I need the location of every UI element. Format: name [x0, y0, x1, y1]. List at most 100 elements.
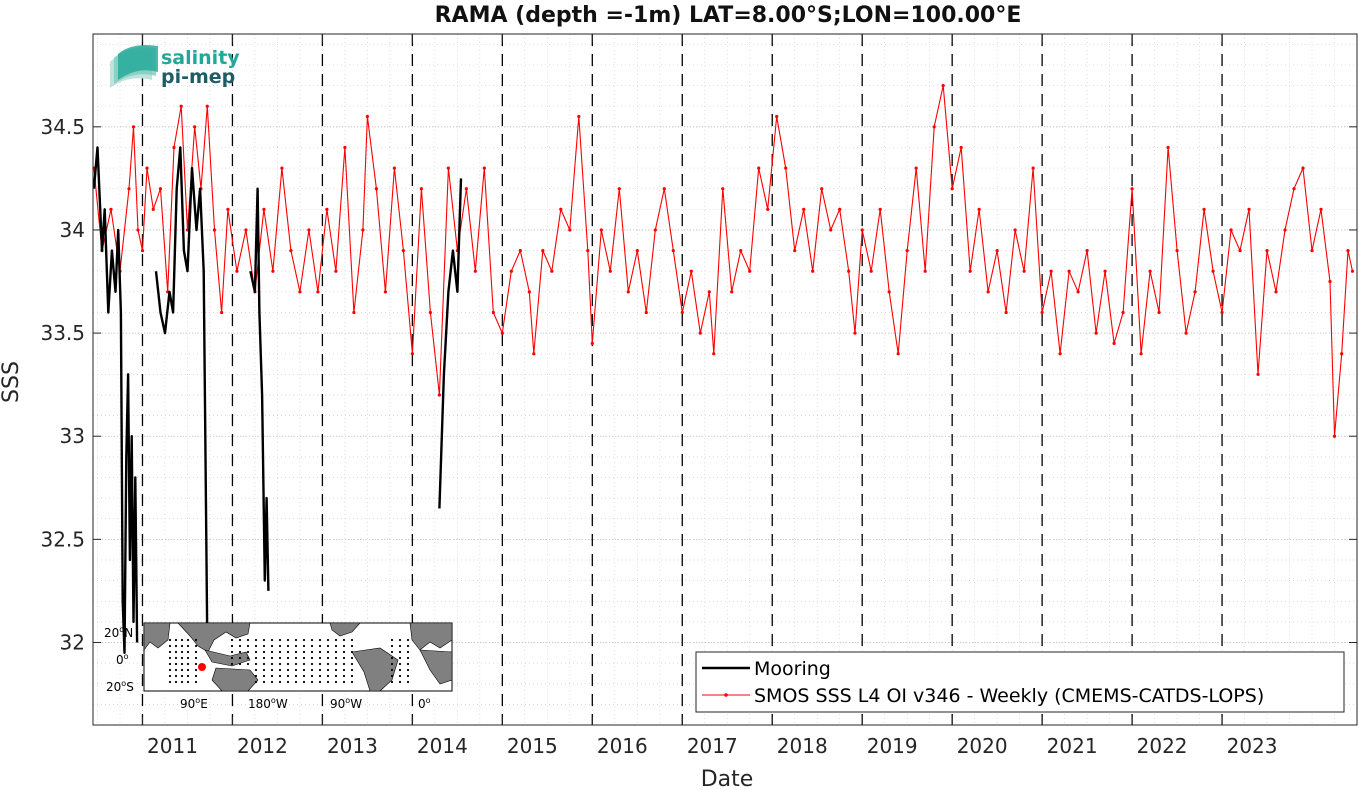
x-tick-label: 2022	[1137, 734, 1188, 758]
mooring-array-dot	[194, 680, 198, 684]
mooring-array-dot	[278, 638, 282, 642]
smos-data-point	[1103, 269, 1107, 273]
smos-data-point	[140, 248, 145, 253]
mooring-array-dot	[398, 638, 402, 642]
smos-data-point	[131, 125, 136, 129]
mooring-array-dot	[168, 668, 172, 672]
smos-data-point	[968, 269, 972, 273]
mooring-array-dot	[262, 650, 266, 654]
mooring-array-dot	[238, 662, 242, 666]
land-north-america	[329, 622, 361, 637]
mooring-array-dot	[398, 668, 402, 672]
mooring-array-dot	[318, 674, 322, 678]
mooring-array-dot	[168, 680, 172, 684]
y-tick-label: 33.5	[40, 321, 85, 345]
mooring-array-dot	[310, 662, 314, 666]
legend-marker-smos	[724, 693, 728, 697]
mooring-array-dot	[278, 674, 282, 678]
smos-data-point	[838, 207, 842, 211]
mooring-array-dot	[342, 644, 346, 648]
lat-label-20n: 20oN	[104, 625, 133, 640]
mooring-array-dot	[262, 674, 266, 678]
mooring-array-dot	[194, 674, 198, 678]
mooring-array-dot	[390, 656, 394, 660]
land-africa-south	[419, 649, 453, 685]
smos-data-point	[730, 290, 734, 294]
smos-data-point	[1346, 248, 1350, 253]
mooring-array-dot	[270, 662, 274, 666]
mooring-array-dot	[350, 680, 354, 684]
mooring-array-dot	[406, 668, 410, 672]
smos-series-line	[93, 85, 1354, 437]
mooring-array-dot	[254, 668, 258, 672]
mooring-array-dot	[390, 680, 394, 684]
smos-data-point	[172, 145, 176, 150]
mooring-array-dot	[334, 668, 338, 672]
legend: Mooring SMOS SSS L4 OI v346 - Weekly (CM…	[695, 651, 1345, 713]
smos-data-point	[941, 83, 945, 88]
mooring-array-dot	[398, 680, 402, 684]
smos-data-point	[262, 207, 266, 211]
smos-data-point	[193, 125, 197, 129]
smos-data-point	[698, 331, 702, 335]
mooring-array-dot	[406, 656, 410, 660]
mooring-array-dot	[174, 674, 178, 678]
smos-data-point	[1076, 290, 1080, 294]
smos-data-point	[109, 207, 113, 211]
mooring-array-dot	[390, 644, 394, 648]
mooring-array-dot	[254, 650, 258, 654]
series-layer	[92, 83, 1355, 654]
mooring-array-dot	[350, 638, 354, 642]
smos-data-point	[158, 187, 163, 191]
mooring-array-dot	[246, 650, 250, 654]
mooring-array-dot	[294, 656, 298, 660]
mooring-array-dot	[318, 680, 322, 684]
mooring-array-dot	[278, 650, 282, 654]
y-tick-label: 32	[60, 630, 85, 654]
mooring-array-dot	[350, 650, 354, 654]
x-tick-label: 2018	[777, 734, 828, 758]
smos-data-point	[352, 310, 356, 315]
mooring-array-dot	[254, 656, 258, 660]
mooring-array-dot	[270, 668, 274, 672]
smos-data-point	[374, 187, 378, 191]
land-africa-arabia	[143, 622, 171, 651]
mooring-array-dot	[342, 680, 346, 684]
smos-data-point	[811, 269, 815, 273]
mooring-array-dot	[342, 638, 346, 642]
mooring-array-dot	[302, 674, 306, 678]
smos-data-point	[1166, 145, 1170, 150]
mooring-array-dot	[318, 656, 322, 660]
smos-data-point	[550, 269, 554, 273]
land-asia	[177, 622, 251, 653]
mooring-array-dot	[278, 662, 282, 666]
mooring-array-dot	[254, 644, 258, 648]
mooring-array-dot	[390, 638, 394, 642]
mooring-array-dot	[238, 650, 242, 654]
mooring-array-dot	[270, 638, 274, 642]
mooring-array-dot	[168, 656, 172, 660]
smos-data-point	[1202, 207, 1206, 211]
mooring-array-dot	[180, 668, 184, 672]
inset-map-frame	[143, 622, 453, 692]
mooring-array-dot	[294, 680, 298, 684]
lon-label-0: 0o	[418, 696, 431, 711]
mooring-array-dot	[342, 662, 346, 666]
smos-data-point	[1283, 228, 1287, 232]
mooring-array-dot	[168, 644, 172, 648]
mooring-array-dot	[180, 656, 184, 660]
smos-data-point	[316, 290, 320, 294]
smos-data-point	[1184, 331, 1188, 335]
mooring-array-dot	[310, 668, 314, 672]
mooring-array-dot	[186, 662, 190, 666]
land-indonesia	[204, 649, 251, 667]
smos-data-point	[437, 393, 441, 397]
mooring-array-dot	[398, 662, 402, 666]
mooring-array-dot	[270, 650, 274, 654]
mooring-array-dot	[310, 644, 314, 648]
smos-data-point	[977, 207, 981, 211]
mooring-series-segment	[249, 187, 270, 591]
mooring-array-dot	[406, 662, 410, 666]
plot-frame	[92, 33, 1358, 726]
mooring-array-dot	[186, 668, 190, 672]
